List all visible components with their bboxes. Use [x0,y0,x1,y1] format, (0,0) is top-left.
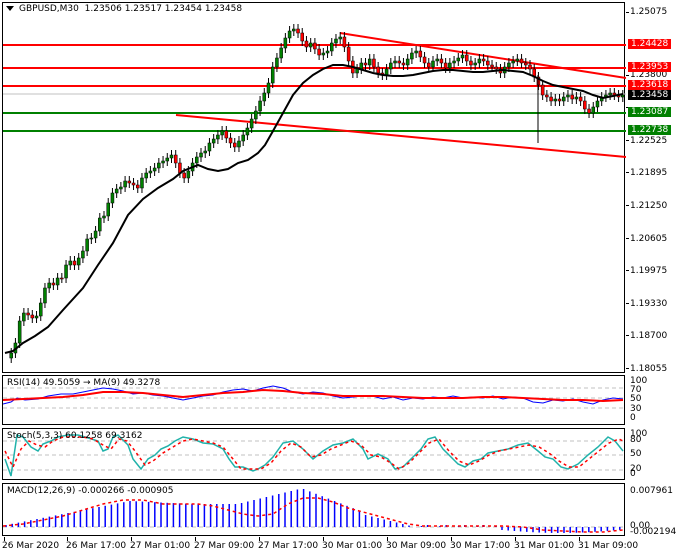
symbol-timeframe: GBPUSD,M30 [19,4,79,14]
support-1-tag: 1.23087 [628,107,672,117]
macd-plot [3,489,626,533]
price-tick: 1.20605 [630,234,668,244]
stoch-axis: 100 80 50 20 0 [626,428,700,480]
rsi-axis: 100 70 50 30 0 [626,375,700,425]
stoch-tick: 0 [630,469,636,479]
rsi-tick: 100 [630,376,648,386]
price-tick: 1.19975 [630,266,668,276]
resistance-2-tag: 1.23953 [628,62,672,72]
rsi-tick: 50 [630,394,642,404]
stochastic-pane[interactable]: Stoch(5,3,3) 60.1258 69.3162 [2,428,626,480]
price-tick: 1.23800 [630,70,668,80]
price-tick: 1.21895 [630,168,668,178]
stochastic-plot [3,434,626,477]
rsi-plot [3,385,626,409]
rsi-title: RSI(14) 49.5059 → MA(9) 49.3278 [7,378,161,388]
current-price-tag: 1.23458 [628,90,672,100]
price-tick: 1.18055 [630,364,668,374]
macd-title: MACD(12,26,9) -0.000266 -0.000905 [7,486,174,496]
stoch-tick: 100 [630,429,648,439]
stoch-tick: 50 [630,449,642,459]
time-label: 31 Mar 01:00 [514,541,575,551]
resistance-3-tag: 1.24428 [628,39,672,49]
time-label: 31 Mar 09:00 [578,541,639,551]
time-label: 27 Mar 17:00 [258,541,319,551]
stoch-tick: 80 [630,435,642,445]
time-label: 27 Mar 01:00 [130,541,191,551]
price-tick: 1.22525 [630,136,668,146]
time-label: 27 Mar 09:00 [194,541,255,551]
macd-tick: -0.002194 [630,527,677,537]
macd-tick: 0.00 [630,521,651,531]
price-tick: 1.25075 [630,7,668,17]
resistance-1-tag: 1.23618 [628,80,672,90]
stoch-tick: 20 [630,464,642,474]
price-axis[interactable]: 1.25075 1.23800 1.22525 1.21895 1.21250 … [626,2,700,374]
macd-pane[interactable]: MACD(12,26,9) -0.000266 -0.000905 [2,483,626,536]
price-tick: 1.21250 [630,201,668,211]
time-label: 30 Mar 09:00 [386,541,447,551]
main-price-chart[interactable] [2,2,626,373]
support-2-tag: 1.22738 [628,125,672,135]
chart-header: GBPUSD,M30 1.23506 1.23517 1.23454 1.234… [6,4,242,14]
price-tick: 1.19330 [630,299,668,309]
time-label: 30 Mar 17:00 [450,541,511,551]
time-axis[interactable]: 26 Mar 2020 26 Mar 17:00 27 Mar 01:00 27… [2,537,638,557]
rsi-tick: 0 [630,413,636,423]
time-label: 30 Mar 01:00 [322,541,383,551]
price-tick: 1.18700 [630,331,668,341]
candlestick-plot [3,24,626,363]
rsi-tick: 30 [630,404,642,414]
dropdown-triangle-icon[interactable] [6,6,14,11]
rsi-pane[interactable]: RSI(14) 49.5059 → MA(9) 49.3278 [2,375,626,425]
macd-axis: 0.007961 0.00 -0.002194 [626,483,700,537]
rsi-tick: 70 [630,385,642,395]
time-label: 26 Mar 17:00 [66,541,127,551]
macd-tick: 0.007961 [630,486,673,496]
stoch-title: Stoch(5,3,3) 60.1258 69.3162 [7,431,143,441]
ohlc-values: 1.23506 1.23517 1.23454 1.23458 [84,4,243,14]
time-label: 26 Mar 2020 [2,541,60,551]
